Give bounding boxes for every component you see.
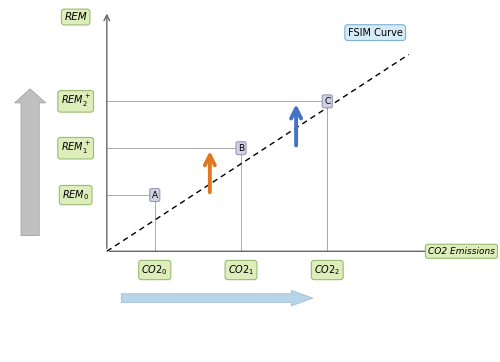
Text: FSIM Curve: FSIM Curve — [348, 28, 403, 38]
Text: $REM_2^+$: $REM_2^+$ — [60, 93, 91, 109]
Text: $CO2_2$: $CO2_2$ — [314, 263, 340, 277]
Text: B: B — [238, 144, 244, 153]
Text: $REM_1^+$: $REM_1^+$ — [60, 140, 91, 156]
Text: $CO2_0$: $CO2_0$ — [142, 263, 168, 277]
Text: REM: REM — [64, 12, 87, 22]
FancyArrow shape — [14, 89, 46, 236]
FancyArrow shape — [121, 290, 313, 306]
Text: $CO2_1$: $CO2_1$ — [228, 263, 254, 277]
Text: C: C — [324, 97, 330, 106]
Text: CO2 Emissions: CO2 Emissions — [428, 247, 495, 256]
Text: A: A — [152, 190, 158, 199]
Text: $REM_0$: $REM_0$ — [62, 188, 90, 202]
